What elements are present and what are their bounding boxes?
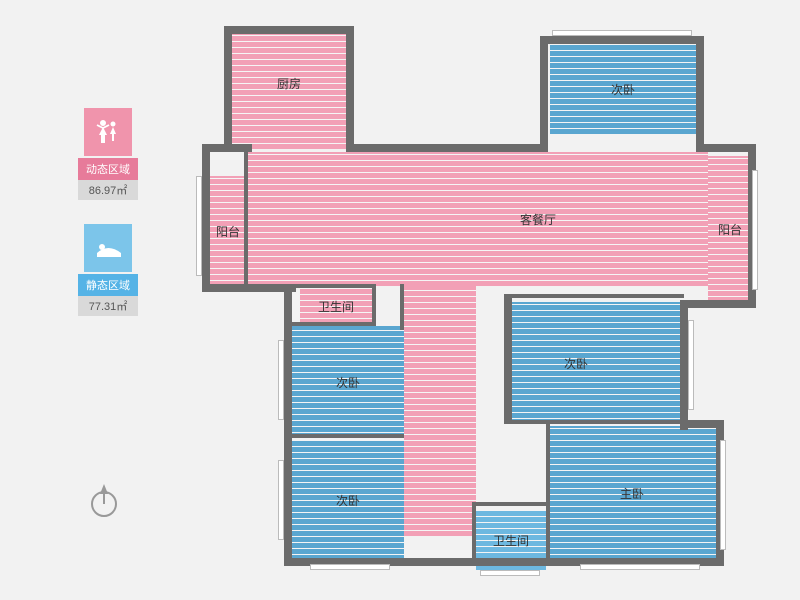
wall xyxy=(284,434,404,438)
wall xyxy=(292,284,376,288)
room-label: 次卧 xyxy=(611,81,635,98)
window xyxy=(552,30,692,36)
wall xyxy=(504,420,684,424)
room-balcony-l: 阳台 xyxy=(208,176,248,286)
compass-icon xyxy=(88,480,120,525)
wall xyxy=(292,322,376,326)
sleep-icon xyxy=(84,224,132,272)
wall xyxy=(284,284,292,566)
wall xyxy=(224,26,232,152)
window xyxy=(310,564,390,570)
wall xyxy=(680,300,756,308)
wall xyxy=(540,36,704,44)
room-label: 卫生间 xyxy=(318,298,354,315)
room-master: 主卧 xyxy=(548,426,716,560)
wall xyxy=(504,294,512,424)
room-label: 厨房 xyxy=(277,75,301,92)
room-label: 次卧 xyxy=(336,374,360,391)
room-balcony-r: 阳台 xyxy=(708,156,752,302)
window xyxy=(580,564,700,570)
room-label: 卫生间 xyxy=(493,532,529,549)
room-label: 阳台 xyxy=(718,221,742,238)
legend: 动态区域 86.97㎡ 静态区域 77.31㎡ xyxy=(78,108,138,340)
window xyxy=(688,320,694,410)
people-icon xyxy=(84,108,132,156)
window xyxy=(752,170,758,290)
wall xyxy=(372,284,376,326)
legend-static: 静态区域 77.31㎡ xyxy=(78,224,138,316)
wall xyxy=(346,144,546,152)
wall xyxy=(504,294,684,298)
wall xyxy=(202,284,296,292)
wall xyxy=(546,424,550,562)
room-bed2-bl: 次卧 xyxy=(292,440,404,560)
wall xyxy=(680,300,688,430)
legend-dynamic: 动态区域 86.97㎡ xyxy=(78,108,138,200)
window xyxy=(278,460,284,540)
room-label: 次卧 xyxy=(336,492,360,509)
legend-dynamic-value: 86.97㎡ xyxy=(78,180,138,200)
room-label: 阳台 xyxy=(216,223,240,240)
room-label: 主卧 xyxy=(620,485,644,502)
room-corridor xyxy=(404,286,476,536)
wall xyxy=(696,144,756,152)
wall xyxy=(472,502,476,562)
wall xyxy=(202,144,210,292)
room-kitchen: 厨房 xyxy=(230,34,348,149)
window xyxy=(720,440,726,550)
wall xyxy=(540,36,548,152)
wall xyxy=(472,502,550,506)
wall xyxy=(244,152,248,286)
floor-plan: 厨房阳台客餐厅阳台卫生间次卧次卧次卧次卧主卧卫生间 xyxy=(180,20,760,580)
room-label: 客餐厅 xyxy=(520,211,556,228)
window xyxy=(480,570,540,576)
legend-static-value: 77.31㎡ xyxy=(78,296,138,316)
wall xyxy=(346,26,354,152)
room-bed2-tr: 次卧 xyxy=(550,44,696,134)
wall xyxy=(224,26,354,34)
legend-static-label: 静态区域 xyxy=(78,274,138,296)
room-label: 次卧 xyxy=(564,355,588,372)
wall xyxy=(400,284,404,330)
legend-dynamic-label: 动态区域 xyxy=(78,158,138,180)
room-bath-1: 卫生间 xyxy=(300,288,372,324)
room-living: 客餐厅 xyxy=(248,152,708,286)
window xyxy=(196,176,202,276)
wall xyxy=(696,36,704,152)
room-bed2-mr: 次卧 xyxy=(512,302,680,424)
room-bed2-ml: 次卧 xyxy=(292,326,404,438)
window xyxy=(278,340,284,420)
